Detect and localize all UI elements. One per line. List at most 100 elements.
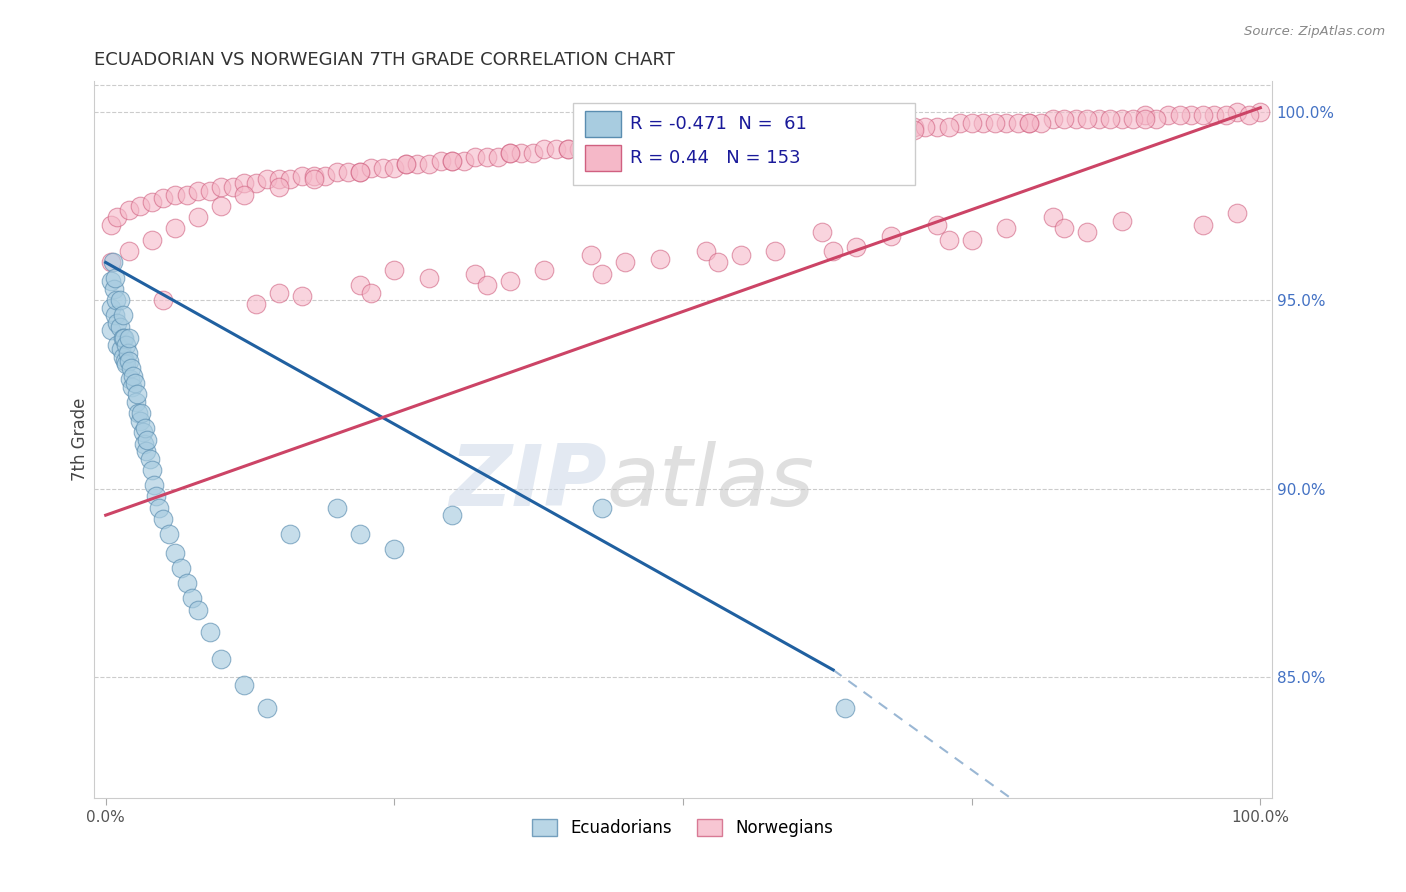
Point (672, 135, 695, 149)
Point (533, 263, 555, 277)
Point (1053, 221, 1076, 235)
Point (163, 221, 186, 235)
Point (233, 176, 256, 190)
Point (105, 210, 128, 224)
Point (1042, 112, 1064, 126)
Point (280, 527, 302, 541)
Point (938, 233, 960, 247)
Point (267, 285, 290, 300)
Point (1180, 108, 1202, 122)
Point (510, 146, 533, 161)
Point (591, 267, 613, 281)
Point (648, 135, 671, 149)
Point (256, 700, 278, 714)
Point (132, 436, 155, 450)
Point (1215, 108, 1237, 122)
Point (1249, 104, 1271, 119)
Point (382, 542, 405, 557)
Point (100, 274, 122, 288)
Point (787, 127, 810, 141)
Point (187, 602, 209, 616)
Point (823, 123, 845, 137)
Point (291, 289, 314, 303)
Point (1099, 112, 1122, 126)
Point (170, 561, 193, 575)
Point (752, 127, 775, 141)
Point (672, 131, 695, 145)
Point (104, 308, 127, 322)
Point (152, 512, 174, 526)
Point (626, 135, 648, 149)
Point (441, 153, 464, 168)
Point (245, 297, 267, 311)
Point (1053, 112, 1076, 126)
Point (110, 342, 132, 356)
Point (406, 157, 429, 171)
Point (148, 500, 170, 515)
Point (499, 274, 522, 288)
Point (834, 700, 856, 714)
Point (1191, 218, 1213, 232)
Point (1064, 112, 1087, 126)
Point (118, 331, 141, 345)
Point (382, 161, 405, 175)
Point (117, 346, 139, 360)
Point (776, 127, 799, 141)
Text: atlas: atlas (606, 442, 814, 524)
Point (118, 353, 141, 368)
Point (1018, 116, 1040, 130)
Point (695, 131, 717, 145)
Point (441, 153, 464, 168)
Point (141, 463, 163, 477)
Point (108, 293, 131, 307)
Point (105, 293, 128, 307)
Point (464, 150, 486, 164)
Point (418, 157, 440, 171)
Point (1168, 108, 1191, 122)
Point (880, 229, 903, 244)
Point (868, 123, 890, 137)
Point (1204, 108, 1226, 122)
Point (176, 187, 198, 202)
Point (209, 199, 232, 213)
Point (209, 651, 232, 665)
Point (118, 372, 141, 386)
Point (591, 138, 613, 153)
Point (138, 451, 160, 466)
Point (614, 135, 637, 149)
Point (382, 263, 405, 277)
Point (453, 153, 475, 168)
Point (108, 319, 131, 334)
Point (995, 221, 1018, 235)
Point (544, 142, 567, 156)
Point (233, 678, 256, 692)
Point (118, 202, 141, 217)
Text: ECUADORIAN VS NORWEGIAN 7TH GRADE CORRELATION CHART: ECUADORIAN VS NORWEGIAN 7TH GRADE CORREL… (94, 51, 675, 69)
Point (499, 146, 522, 161)
Point (475, 150, 498, 164)
Point (706, 131, 728, 145)
Point (114, 353, 136, 368)
Point (1144, 112, 1167, 126)
Point (143, 478, 166, 492)
Point (136, 433, 159, 447)
Point (337, 165, 360, 179)
Point (845, 123, 868, 137)
Point (256, 172, 278, 186)
Point (903, 120, 925, 134)
Point (695, 244, 717, 259)
Point (579, 138, 602, 153)
Legend: Ecuadorians, Norwegians: Ecuadorians, Norwegians (526, 812, 841, 844)
Point (349, 527, 371, 541)
Point (187, 184, 209, 198)
Point (925, 218, 948, 232)
Point (1226, 104, 1249, 119)
Point (1007, 116, 1029, 130)
Point (938, 120, 960, 134)
Point (1087, 112, 1109, 126)
Point (134, 421, 156, 435)
Point (129, 414, 152, 428)
Point (845, 240, 868, 254)
Point (960, 233, 983, 247)
Point (1133, 108, 1156, 122)
